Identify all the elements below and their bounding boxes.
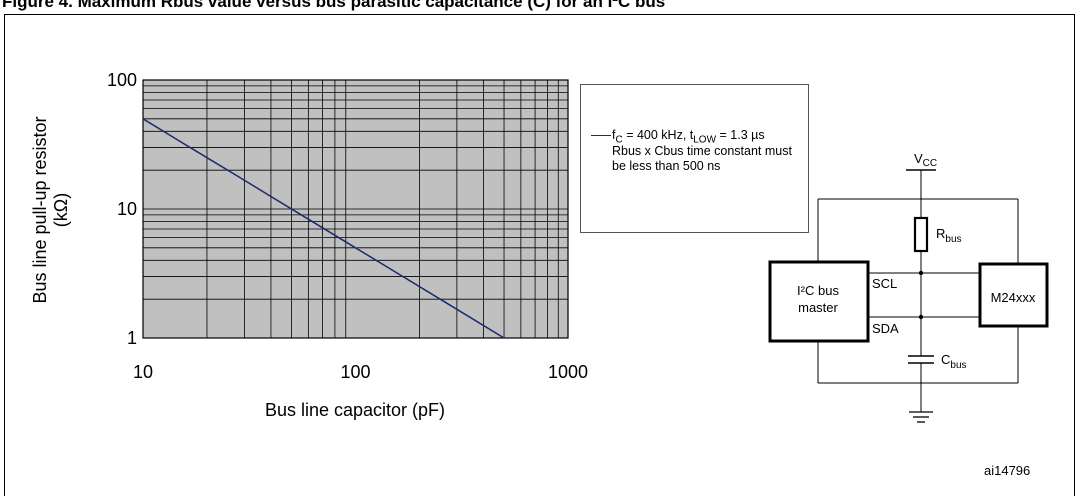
x-axis-label: Bus line capacitor (pF) [265, 400, 445, 420]
rbus-label: Rbus [936, 226, 962, 245]
tick-labels: 10 100 1000 1 10 100 [107, 70, 588, 382]
m24xxx-block [978, 262, 1049, 328]
figure-frame [4, 14, 1075, 496]
figure-title: Figure 4. Maximum Rbus value versus bus … [2, 0, 666, 11]
y-axis-label-line2: (kΩ) [51, 193, 71, 227]
legend-swatch [591, 135, 611, 136]
master-label-line2: master [798, 300, 838, 315]
x-tick-label: 100 [340, 362, 370, 382]
y-axis-label-line1: Bus line pull-up resistor [30, 116, 50, 303]
y-tick-label: 10 [117, 199, 137, 219]
grid-lines [143, 80, 568, 338]
m24xxx-label: M24xxx [991, 290, 1036, 305]
vcc-label: VCC [914, 151, 937, 169]
rbus-resistor [913, 216, 929, 253]
legend: fC = 400 kHz, tLOW = 1.3 µs Rbus x Cbus … [580, 84, 809, 233]
scl-junction [918, 270, 924, 276]
ground-symbol [909, 411, 933, 423]
legend-note: Rbus x Cbus time constant must be less t… [612, 144, 792, 173]
y-tick-label: 100 [107, 70, 137, 90]
sda-label: SDA [872, 321, 899, 336]
figure-reference-id: ai14796 [984, 463, 1031, 478]
cbus-label: Cbus [941, 352, 967, 371]
circuit-diagram [768, 169, 1049, 423]
i2c-master-block [768, 260, 870, 343]
y-tick-label: 1 [127, 328, 137, 348]
scl-label: SCL [872, 276, 897, 291]
x-tick-label: 10 [133, 362, 153, 382]
legend-series-label: fC = 400 kHz, tLOW = 1.3 µs [612, 128, 765, 146]
series-line [142, 118, 505, 339]
x-tick-label: 1000 [548, 362, 588, 382]
master-label-line1: I²C bus [797, 283, 839, 298]
sda-junction [918, 314, 924, 320]
